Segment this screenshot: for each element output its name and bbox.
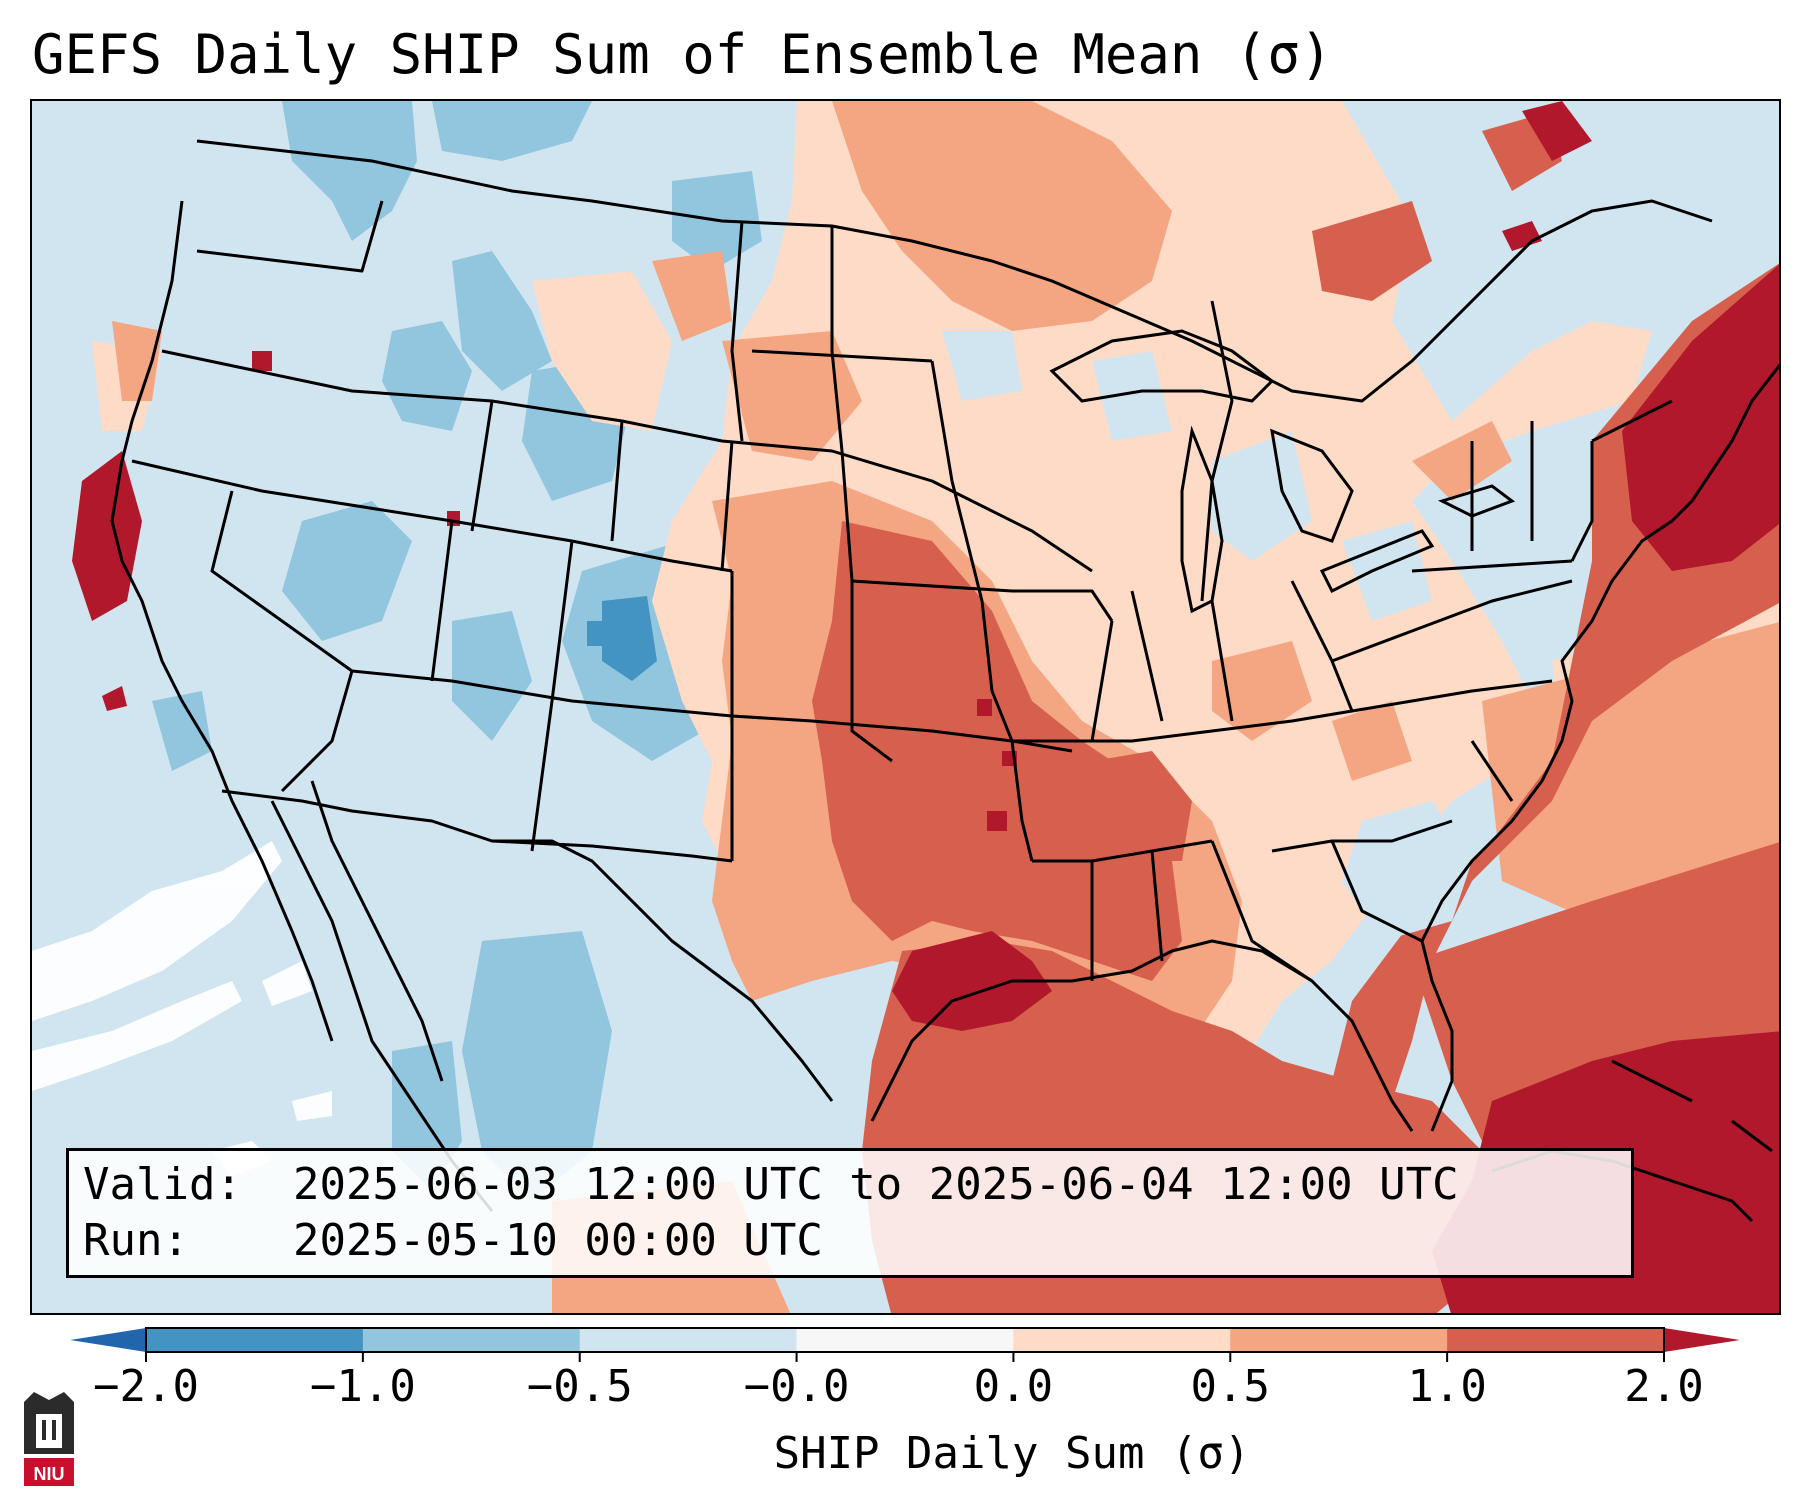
colorbar-tick-label: 0.5 (1190, 1361, 1271, 1412)
colorbar-bin (1230, 1328, 1448, 1352)
colorbar (70, 1327, 1740, 1362)
lake-ontario (1437, 484, 1516, 518)
colorbar-tick-label: −1.0 (309, 1361, 416, 1412)
run-info-box: Valid: 2025-06-03 12:00 UTC to 2025-06-04… (66, 1148, 1634, 1278)
colorbar-bin (796, 1328, 1014, 1352)
colorbar-bin (362, 1328, 581, 1352)
strong-below-normal-shading (587, 596, 657, 681)
valid-label: Valid: (83, 1159, 242, 1210)
colorbar-bin (146, 1328, 364, 1352)
colorbar-tick-label: −0.0 (743, 1361, 850, 1412)
colorbar-bin (1447, 1328, 1665, 1352)
colorbar-over-arrow (1664, 1328, 1740, 1352)
lake-superior (1049, 329, 1275, 403)
gulf-coastline (870, 939, 1414, 1132)
colorbar-bin (1013, 1328, 1231, 1352)
ship-anomaly-map (32, 101, 1779, 1313)
colorbar-bin (579, 1328, 798, 1352)
pacific-coastline (110, 200, 334, 1042)
political-borders (110, 139, 1779, 1212)
near-zero-shading (32, 841, 332, 1176)
logo-text: NIU (34, 1464, 65, 1484)
light-blue-specks (942, 281, 1492, 941)
map-panel (30, 99, 1781, 1315)
colorbar-outline (145, 1327, 1665, 1353)
run-label: Run: (83, 1215, 189, 1266)
chart-title: GEFS Daily SHIP Sum of Ensemble Mean (σ) (32, 23, 1333, 86)
valid-value: 2025-06-03 12:00 UTC to 2025-06-04 12:00… (293, 1159, 1459, 1210)
colorbar-tick-label: 2.0 (1624, 1361, 1704, 1412)
run-value: 2025-05-10 00:00 UTC (293, 1215, 823, 1266)
lake-michigan (1180, 425, 1224, 614)
colorbar-segments (146, 1328, 1665, 1352)
atlantic-coastline (1420, 363, 1779, 1132)
run-line: Run: 2025-05-10 00:00 UTC (83, 1213, 1631, 1269)
great-lakes (1049, 329, 1516, 614)
lake-huron (1270, 428, 1354, 543)
gulf-of-california (310, 780, 444, 1082)
colorbar-under-arrow (70, 1328, 146, 1352)
niu-logo: NIU (24, 1392, 74, 1486)
colorbar-tick-label: 1.0 (1407, 1361, 1487, 1412)
us-mexico-border (221, 789, 834, 1102)
valid-line: Valid: 2025-06-03 12:00 UTC to 2025-06-04… (83, 1157, 1631, 1213)
colorbar-tick-label: 0.0 (973, 1361, 1054, 1412)
colorbar-ticks (145, 1352, 1665, 1362)
below-normal-shading (152, 101, 762, 1201)
colorbar-tick-label: −2.0 (93, 1361, 199, 1412)
colorbar-tick-label: −0.5 (526, 1361, 633, 1412)
canada-us-border (196, 139, 1713, 403)
lake-erie (1319, 529, 1435, 594)
colorbar-label: SHIP Daily Sum (σ) (773, 1428, 1251, 1479)
